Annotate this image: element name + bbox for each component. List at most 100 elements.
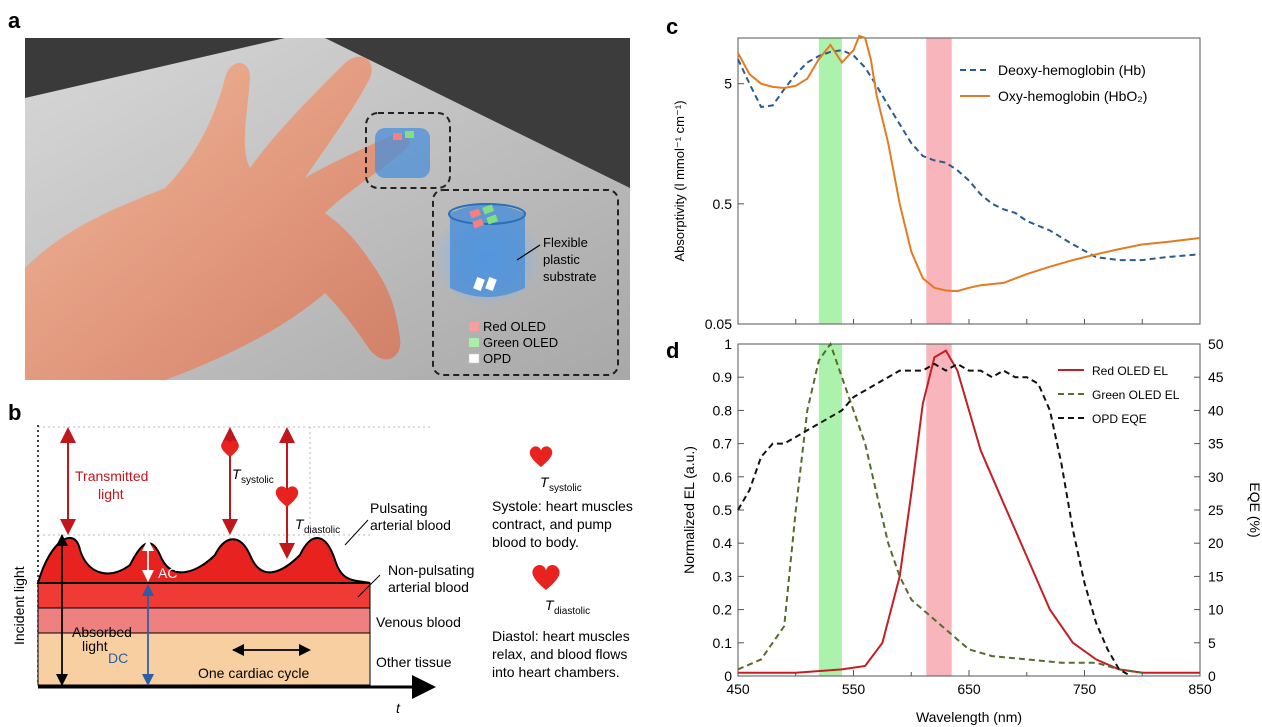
label-pulsating-2: arterial blood [370,517,451,533]
inset-box [432,189,619,376]
legend-red-oled: Red OLED [483,319,546,334]
chart-d-ytick-right-label: 20 [1208,535,1224,551]
chart-d-band-1 [926,344,952,676]
chart-c-ytick-label: 0.5 [713,196,733,212]
diastole-line-2: relax, and blood flows [492,646,627,662]
hand [25,56,410,380]
chart-d-xtick-label: 750 [1073,681,1097,697]
flexible-substrate [450,204,525,297]
legend-t-systolic-sub: systolic [549,483,582,494]
callout-line-3: substrate [543,269,596,284]
chart-d-ytick-label: 0.5 [713,502,733,518]
chart-c-ytick-label: 0.05 [705,316,732,332]
panel-b-schematic: Transmitted light T systolic T diastolic… [11,425,633,716]
chart-d-ytick-label: 1 [724,336,732,352]
label-nonpulsating-1: Non-pulsating [388,562,474,578]
chart-d-ytick-label: 0 [724,668,732,684]
layer-venous [37,607,371,634]
heart-icon-systolic [221,440,239,457]
chart-d-ylabel-right: EQE (%) [1247,482,1262,537]
chart-d-legend-label-0: Red OLED EL [1092,364,1168,378]
panel-letter-b: b [8,400,22,425]
chart-d-xlabel: Wavelength (nm) [916,709,1022,725]
chart-d-ylabel: Normalized EL (a.u.) [681,446,697,574]
chart-c-legend-label-1: Oxy-hemoglobin (HbO₂) [998,88,1147,104]
chart-d-ytick-label: 0.3 [713,568,733,584]
chart-d-series-0 [738,349,1200,674]
label-dc: DC [108,650,128,666]
chart-d-legend-label-1: Green OLED EL [1092,388,1180,402]
legend-t-systolic: T [540,474,550,490]
chart-c-ytick-label: 5 [724,76,732,92]
chart-d-ytick-right-label: 40 [1208,402,1224,418]
legend-opd: OPD [483,351,511,366]
label-t-axis: t [396,700,401,716]
chart-d-xtick-label: 650 [957,681,981,697]
chart-c-legend-label-0: Deoxy-hemoglobin (Hb) [998,62,1146,78]
label-transmitted-2: light [98,486,124,502]
chart-c-band-0 [818,38,842,324]
heart-icon-legend-diastolic [532,564,560,590]
chart-c-band-1 [926,38,952,324]
chart-d-xtick-label: 450 [726,681,750,697]
chart-d-ytick-right-label: 10 [1208,602,1224,618]
layer-pulsating [36,536,371,584]
legend-t-diastolic: T [545,597,555,613]
chart-d-ytick-label: 0.4 [713,535,733,551]
chart-d-ytick-right-label: 35 [1208,436,1224,452]
label-ac: AC [158,565,177,581]
chart-d-ytick-label: 0.8 [713,402,733,418]
chart-c-series-1 [737,34,1201,293]
label-t-systolic-sub: systolic [241,475,274,486]
label-cardiac-cycle: One cardiac cycle [198,665,309,681]
chart-d-ytick-label: 0.7 [713,436,733,452]
label-t-diastolic: T [295,516,305,532]
systole-line-1: Systole: heart muscles [492,498,633,514]
systole-line-2: contract, and pump [492,516,612,532]
chart-d-ytick-label: 0.9 [713,369,733,385]
chart-d-ytick-right-label: 15 [1208,568,1224,584]
chart-d-series-1 [737,341,1143,674]
legend-green-oled: Green OLED [483,335,558,350]
systole-line-3: blood to body. [492,534,579,550]
legend-t-diastolic-sub: diastolic [554,606,590,617]
chart-d-ytick-label: 0.2 [713,602,733,618]
heart-icon-legend-systolic [529,446,553,467]
chart-d-ytick-right-label: 25 [1208,502,1224,518]
label-other-tissue: Other tissue [376,654,452,670]
callout-line-2: plastic [543,252,580,267]
chart-d-series-2 [737,362,1132,677]
label-absorbed-2: light [82,638,108,654]
chart-d-ytick-label: 0.1 [713,635,733,651]
label-absorbed-1: Absorbed [72,624,132,640]
label-nonpulsating-2: arterial blood [388,579,469,595]
label-t-systolic: T [232,466,242,482]
chart-c-frame [737,37,1201,325]
ring-highlight-box [365,112,451,189]
label-transmitted-1: Transmitted [75,468,148,484]
panel-letter-c: c [666,14,679,39]
ring-device [375,128,430,178]
panel-letter-d: d [666,338,680,363]
chart-d-band-0 [818,344,842,676]
heart-icon-diastolic [275,486,299,507]
chart-d-ytick-right-label: 30 [1208,469,1224,485]
chart-d-xtick-label: 550 [842,681,866,697]
panel-a-photo: Flexible plastic substrate Red OLED Gree… [25,38,630,380]
chart-d-ytick-right-label: 45 [1208,369,1224,385]
chart-d-ytick-right-label: 5 [1208,635,1216,651]
label-t-diastolic-sub: diastolic [304,525,340,536]
layer-other-tissue [37,632,371,686]
chart-d-ytick-right-label: 0 [1208,668,1216,684]
panel-cd-charts: 5 0.5 0.05 Absorptivity (l mmol⁻¹ cm⁻¹) Deox… [672,34,1262,725]
layer-nonpulsating [37,582,371,609]
chart-d-xtick-label: 850 [1188,681,1212,697]
diastole-line-1: Diastol: heart muscles [492,628,630,644]
callout-line-1: Flexible [543,235,588,250]
chart-d-ytick-label: 0.6 [713,469,733,485]
chart-d-legend-label-2: OPD EQE [1092,412,1147,426]
label-pulsating-1: Pulsating [370,500,428,516]
panel-a-legend: Red OLED Green OLED OPD [468,319,558,366]
chart-c-ylabel: Absorptivity (l mmol⁻¹ cm⁻¹) [672,100,687,261]
label-incident-light: Incident light [11,566,27,645]
